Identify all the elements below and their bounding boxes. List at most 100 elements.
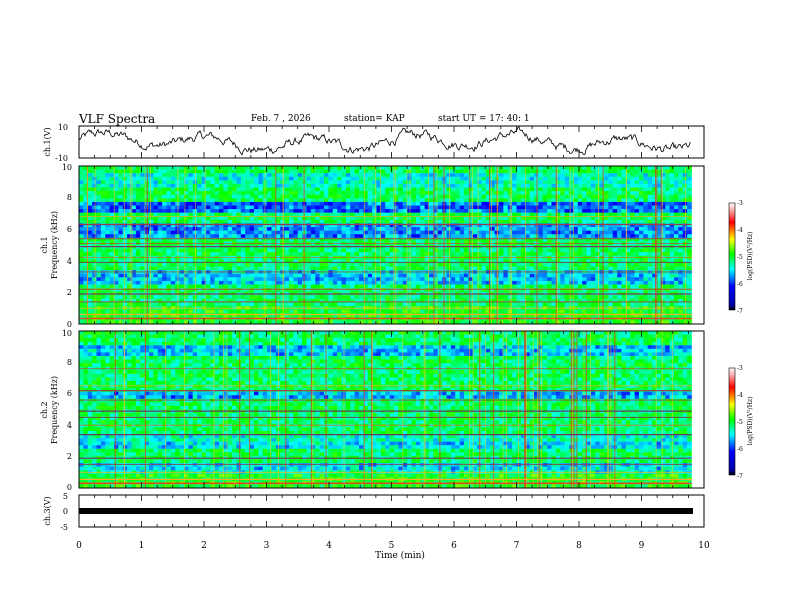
spec1-cell [240,284,246,289]
spec1-cell [464,230,469,235]
spec1-cell [429,230,434,235]
spec1-cell [372,259,377,264]
spec1-cell [459,266,465,271]
spec1-cell [503,201,509,206]
spec1-cell [477,313,482,318]
spec1-cell [315,209,320,213]
spec1-cell [197,277,202,282]
spec1-cell [415,219,421,224]
spec1-cell [92,288,97,292]
spec1-cell [385,309,390,314]
spec1-cell [140,227,145,231]
spec1-cell [332,219,338,224]
spec1-cell [284,248,290,253]
spec1-cell [389,234,395,239]
spec1-cell [92,280,97,285]
spec1-cell [96,227,102,231]
spec1-cell [538,309,544,314]
spec1-cell [402,273,408,278]
spec1-cell [472,216,478,221]
spec1-cell [525,191,530,196]
spec1-cell [359,209,364,213]
spec1-cell [516,166,522,170]
spec1-cell [529,198,535,203]
spec1-cell [503,298,509,303]
spec1-cell [179,201,185,206]
spec1-cell [197,191,202,196]
spec1-cell [437,280,443,285]
spec1-cell [542,298,548,303]
start-time-label: start UT = 17: 40: 1 [438,114,530,124]
spec1-cell [481,227,487,231]
spec1-cell [254,227,259,231]
spec1-cell [341,176,347,181]
spec1-cell [481,295,487,300]
spec1-cell [271,166,277,170]
spec1-cell [258,205,264,210]
spec1-cell [464,201,469,206]
spec1-cell [455,191,460,196]
spec1-cell [542,209,548,213]
spec1-cell [153,209,159,213]
spec1-cell [184,262,189,267]
spec1-cell [389,187,395,192]
spec1-cell [398,169,404,174]
spec1-cell [140,280,145,285]
spec1-cell [280,201,285,206]
spec1-cell [275,266,281,271]
spec1-cell [415,237,421,242]
spec1-cell [363,295,369,300]
spec1-cell [424,223,430,228]
spec1-cell [407,176,412,181]
spec1-cell [92,237,97,242]
spec1-cell [153,288,159,292]
ch1-ylabel: ch.1(V) [43,127,52,156]
spec1-cell [223,302,229,307]
spec1-cell [162,198,167,203]
spec1-cell [223,183,229,188]
spec1-cell [275,212,281,217]
spec1-cell [459,320,465,325]
spec1-cell [179,176,185,181]
spec1-cell [267,198,272,203]
spec1-cell [162,180,167,185]
spec1-cell [236,194,242,199]
spec1-cell [437,234,443,239]
spec1-cell [420,284,425,289]
spec1-cell [328,176,334,181]
spec1-cell [140,183,145,188]
spec1-cell [297,237,303,242]
spec1-cell [131,216,137,221]
spec1-cell [245,302,250,307]
spec1-cell [429,219,434,224]
spec1-cell [289,180,294,185]
spec1-cell [337,320,342,325]
spec1-cell [385,166,390,170]
spec1-cell [481,230,487,235]
spec1-cell [547,223,552,228]
spec1-cell [109,284,115,289]
spec1-cell [455,288,460,292]
spec1-cell [324,176,329,181]
spec1-cell [162,248,167,253]
spec1-cell [345,320,351,325]
spec1-cell [192,223,198,228]
spec1-cell [538,259,544,264]
spec1-cell [293,302,299,307]
spec1-cell [525,237,530,242]
spec1-cell [350,298,355,303]
spec1-cell [249,187,255,192]
spec1-cell [306,212,312,217]
spec1-cell [79,248,84,253]
spec1-cell [372,320,377,325]
spec1-cell [359,198,364,203]
spec1-cell [424,302,430,307]
spec1-cell [83,288,89,292]
spec1-cell [258,309,264,314]
spec1-cell [341,284,347,289]
spec1-cell [433,219,439,224]
spec1-cell [109,166,115,170]
spec1-cell [105,187,110,192]
spec1-cell [214,223,220,228]
spec1-cell [499,227,504,231]
